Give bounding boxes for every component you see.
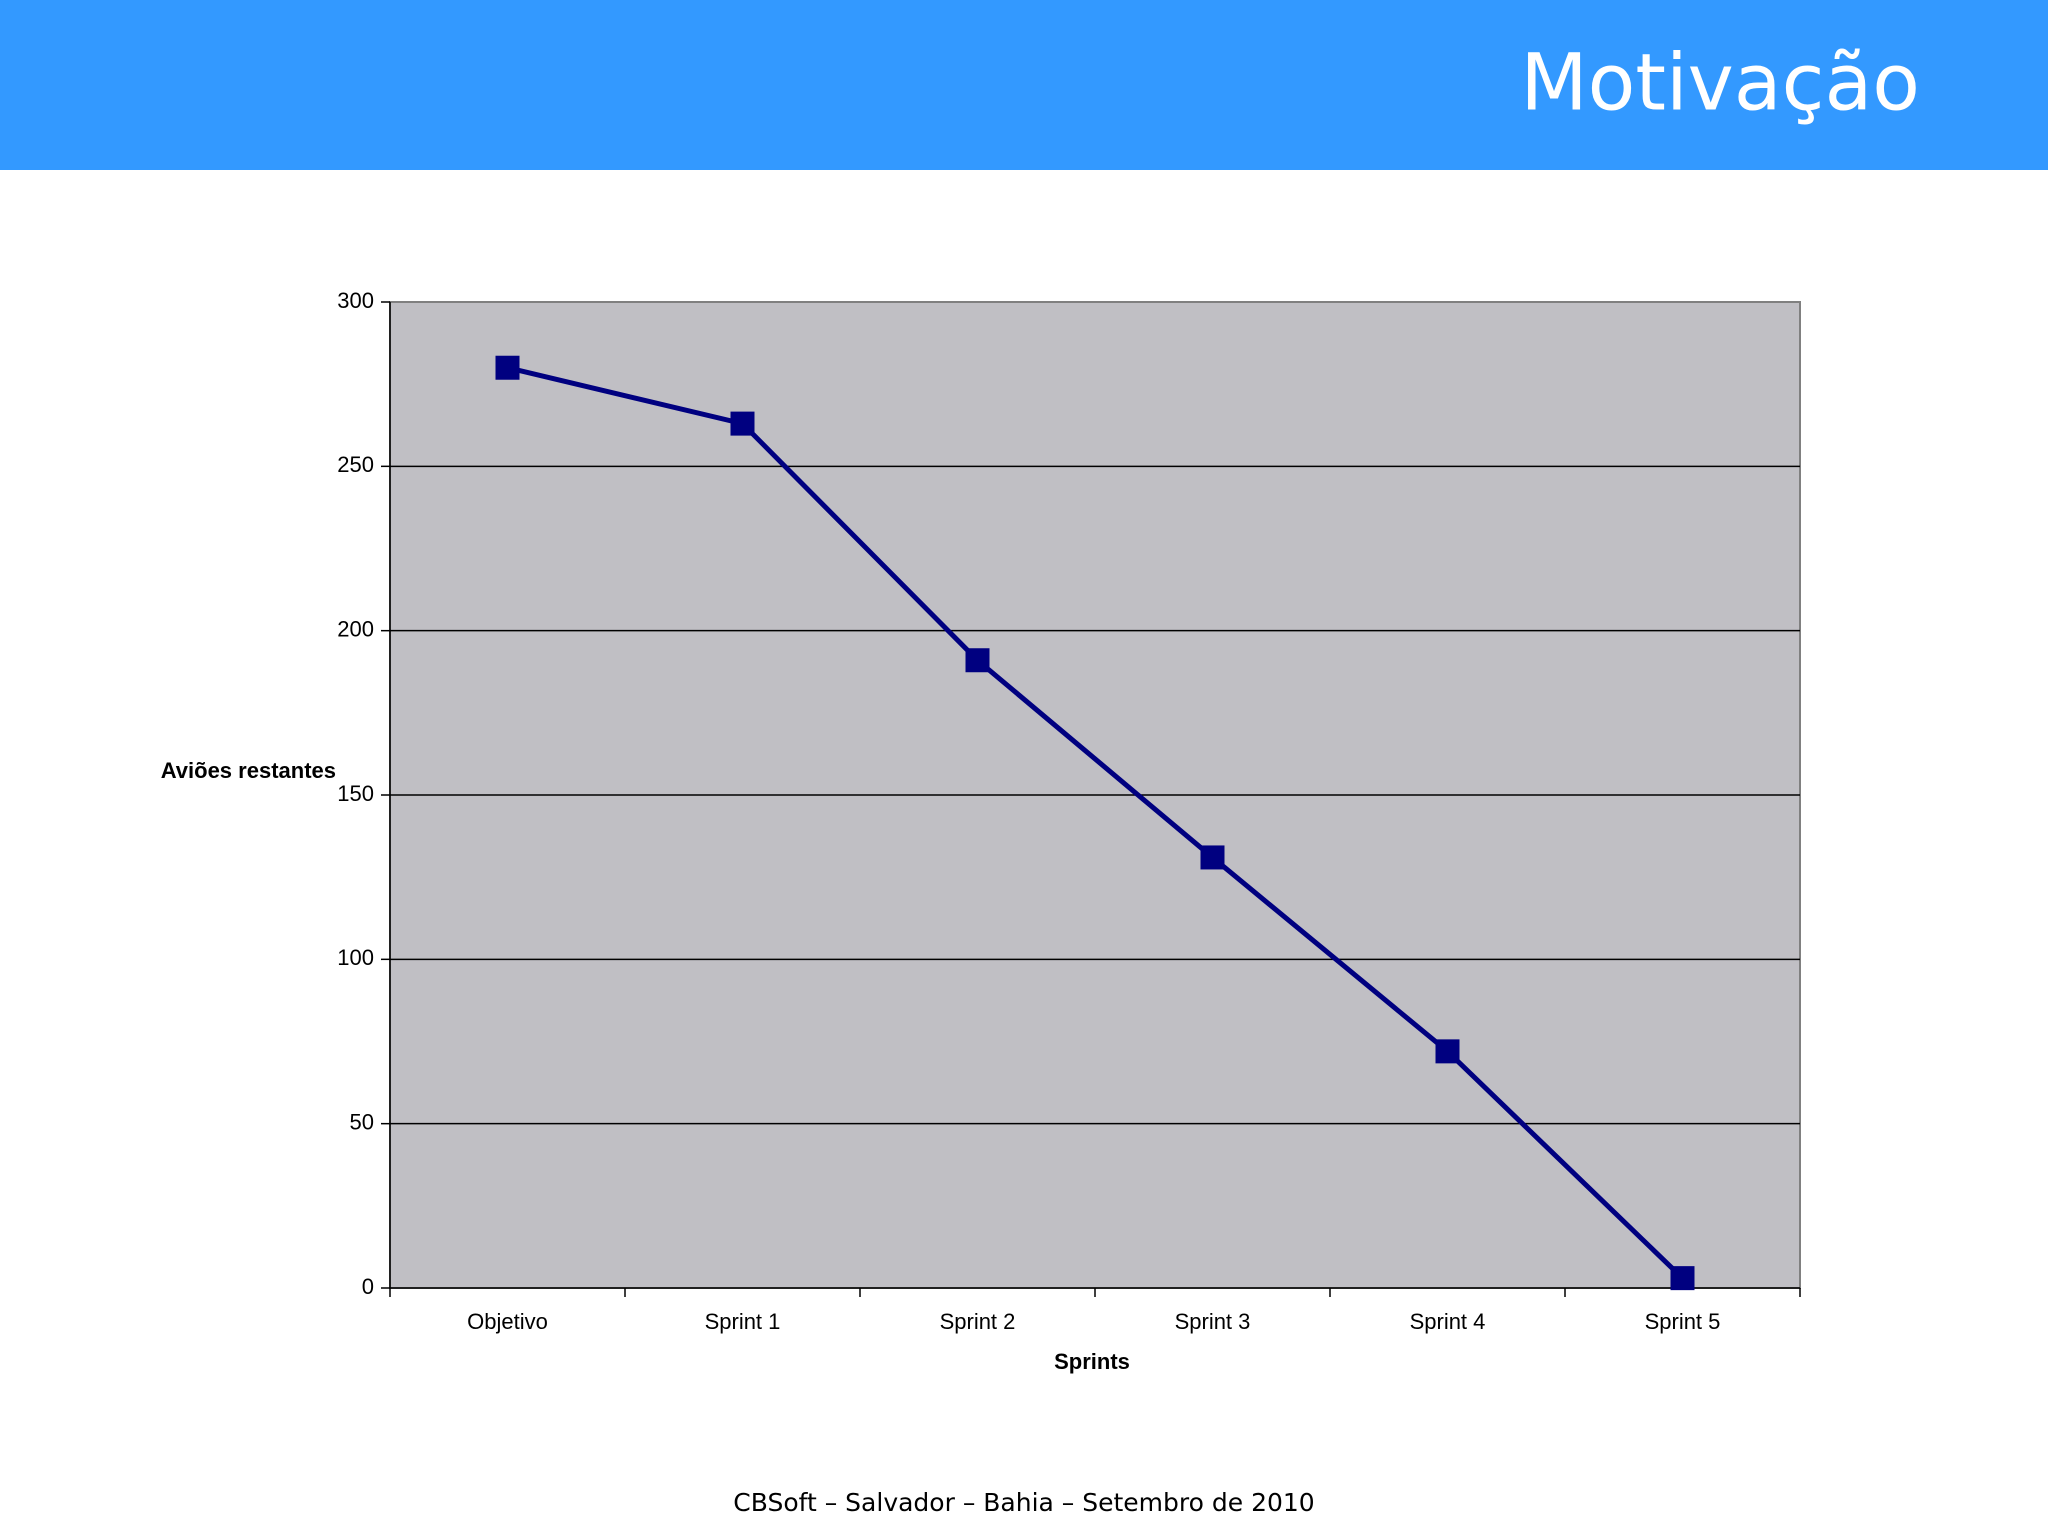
y-axis-label: Aviões restantes <box>161 758 336 783</box>
point-marker <box>1435 1039 1460 1064</box>
x-tick-label: Sprint 2 <box>940 1309 1016 1334</box>
footer: CBSoft – Salvador – Bahia – Setembro de … <box>733 1488 1314 1517</box>
y-tick-label: 250 <box>337 452 374 477</box>
slide-title: Motivação <box>1520 38 1920 128</box>
series-line <box>506 365 1685 1280</box>
x-tick-label: Sprint 1 <box>705 1309 781 1334</box>
header-bar <box>0 0 2048 170</box>
chart: 0 50 100 150 200 250 300 Objetivo Sprint 1 Sprint… <box>337 288 1801 1334</box>
point-marker <box>965 648 990 673</box>
y-tick-label: 100 <box>337 945 374 970</box>
y-tick-label: 200 <box>337 616 374 641</box>
point-marker <box>730 411 755 436</box>
x-tick-label: Sprint 4 <box>1410 1309 1486 1334</box>
point-marker <box>1200 845 1225 870</box>
y-tick-label: 300 <box>337 288 374 313</box>
y-tick-label: 150 <box>337 781 374 806</box>
x-tick-label: Objetivo <box>467 1309 548 1334</box>
point-marker <box>1670 1266 1695 1291</box>
x-tick-label: Sprint 3 <box>1175 1309 1251 1334</box>
y-tick-label: 0 <box>362 1274 374 1299</box>
x-tick-label: Sprint 5 <box>1645 1309 1721 1334</box>
y-tick-label: 50 <box>350 1109 374 1134</box>
point-marker <box>495 355 520 380</box>
x-axis-label: Sprints <box>1054 1349 1130 1374</box>
